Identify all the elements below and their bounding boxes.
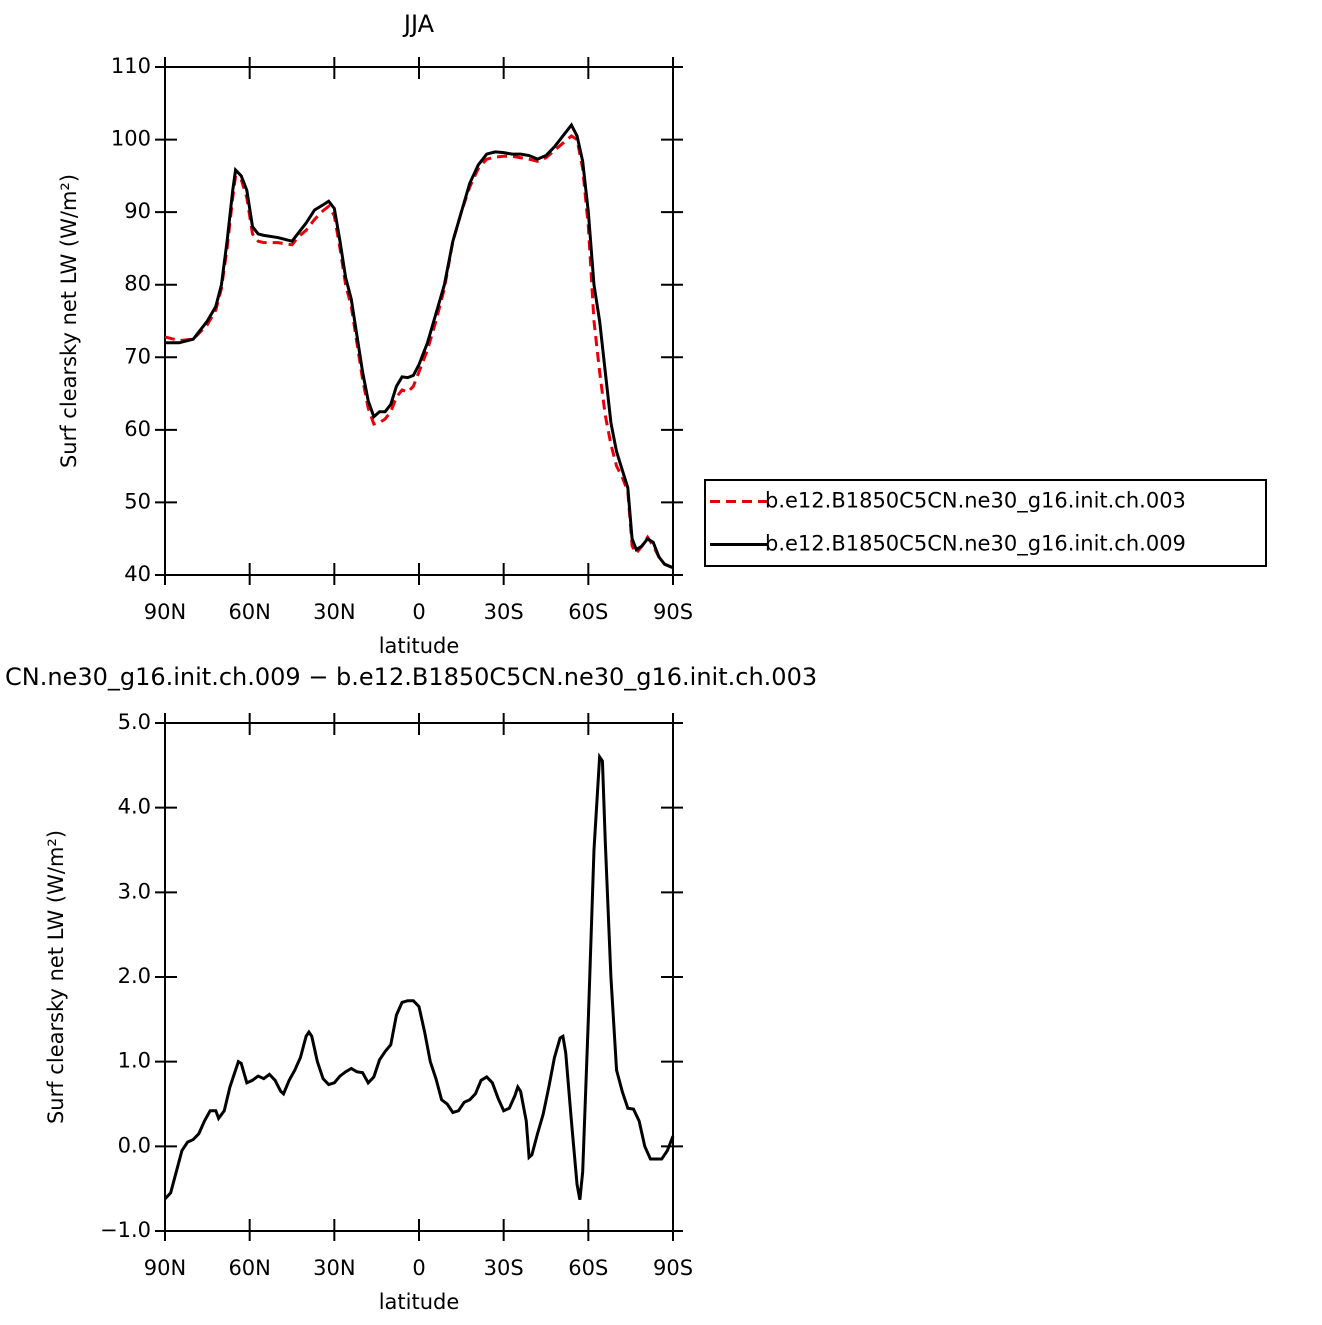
x-tick-label: 60N <box>228 600 270 624</box>
chart-title: CN.ne30_g16.init.ch.009 − b.e12.B1850C5C… <box>5 663 817 691</box>
y-axis-label: Surf clearsky net LW (W/m²) <box>57 174 81 468</box>
x-tick-label: 0 <box>412 600 425 624</box>
legend-label: b.e12.B1850C5CN.ne30_g16.init.ch.003 <box>765 489 1186 514</box>
y-tick-label: 2.0 <box>118 964 151 988</box>
x-tick-label: 60N <box>228 1256 270 1280</box>
x-axis-label: latitude <box>379 634 460 658</box>
y-tick-label: 3.0 <box>118 879 151 903</box>
x-tick-label: 90S <box>653 600 693 624</box>
x-tick-label: 90N <box>144 1256 186 1280</box>
y-tick-label: 80 <box>124 272 151 296</box>
y-tick-label: 5.0 <box>118 710 151 734</box>
y-tick-label: 60 <box>124 417 151 441</box>
y-tick-label: 90 <box>124 199 151 223</box>
y-tick-label: 110 <box>111 54 151 78</box>
x-tick-label: 30S <box>484 600 524 624</box>
data-line <box>163 752 675 1200</box>
legend-box <box>704 479 1267 567</box>
data-line <box>164 134 674 570</box>
x-tick-label: 30N <box>313 600 355 624</box>
y-tick-label: 100 <box>111 127 151 151</box>
y-tick-label: 4.0 <box>118 795 151 819</box>
data-line <box>165 122 674 570</box>
x-axis-label: latitude <box>379 1290 460 1314</box>
x-tick-label: 90N <box>144 600 186 624</box>
y-tick-label: −1.0 <box>100 1218 151 1242</box>
x-tick-label: 90S <box>653 1256 693 1280</box>
y-axis-label: Surf clearsky net LW (W/m²) <box>44 830 68 1124</box>
x-tick-label: 60S <box>568 1256 608 1280</box>
y-tick-label: 1.0 <box>118 1049 151 1073</box>
y-tick-label: 0.0 <box>118 1133 151 1157</box>
y-tick-label: 40 <box>124 562 151 586</box>
y-tick-label: 70 <box>124 344 151 368</box>
x-tick-label: 60S <box>568 600 608 624</box>
legend-label: b.e12.B1850C5CN.ne30_g16.init.ch.009 <box>765 532 1186 557</box>
y-tick-label: 50 <box>124 489 151 513</box>
plot-frame <box>164 66 674 576</box>
chart-title: JJA <box>402 10 435 38</box>
x-tick-label: 30N <box>313 1256 355 1280</box>
x-tick-label: 30S <box>484 1256 524 1280</box>
x-tick-label: 0 <box>412 1256 425 1280</box>
